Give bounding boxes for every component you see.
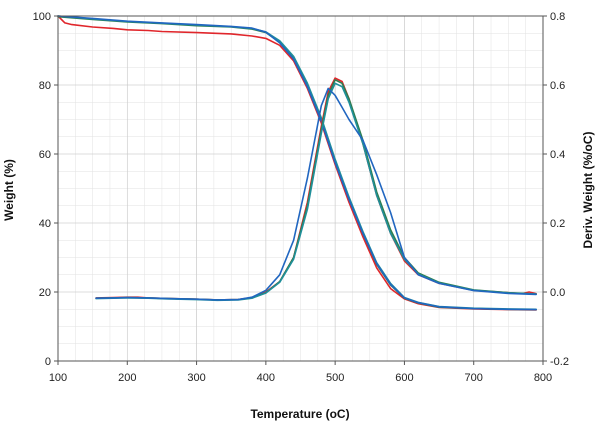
- x-tick-label: 500: [326, 372, 344, 384]
- right-tick-label: 0.8: [550, 11, 565, 23]
- weight-curve-4: [57, 15, 537, 311]
- weight-curve-2: [57, 15, 537, 311]
- right-tick-label: 0.0: [550, 287, 565, 299]
- x-tick-label: 800: [534, 372, 552, 384]
- x-tick-label: 200: [118, 372, 136, 384]
- right-tick-label: 0.6: [550, 80, 565, 92]
- left-tick-label: 0: [45, 356, 51, 368]
- x-axis-ticks: 100 200 300 400 500 600 700 800: [49, 361, 552, 384]
- x-tick-label: 100: [49, 372, 67, 384]
- weight-curve-1: [57, 15, 537, 311]
- right-axis-title: Deriv. Weight (%/oC): [581, 132, 595, 249]
- right-tick-label: 0.4: [550, 149, 565, 161]
- x-tick-label: 400: [257, 372, 275, 384]
- x-tick-label: 600: [395, 372, 413, 384]
- left-axis-title: Weight (%): [2, 159, 16, 221]
- left-tick-label: 60: [39, 149, 51, 161]
- left-tick-label: 100: [33, 11, 51, 23]
- plot-frame: [57, 15, 544, 362]
- weight-curve-3: [57, 15, 537, 311]
- derivative-curve-4: [95, 87, 537, 301]
- x-tick-label: 700: [465, 372, 483, 384]
- x-tick-label: 300: [187, 372, 205, 384]
- right-axis-ticks: -0.2 0.0 0.2 0.4 0.6 0.8: [543, 11, 569, 368]
- right-tick-label: -0.2: [550, 356, 569, 368]
- left-tick-label: 40: [39, 218, 51, 230]
- x-axis-title: Temperature (oC): [250, 407, 349, 421]
- left-tick-label: 80: [39, 80, 51, 92]
- right-tick-label: 0.2: [550, 218, 565, 230]
- left-axis-ticks: 0 20 40 60 80 100: [33, 11, 58, 368]
- series-lines: [57, 15, 537, 311]
- left-tick-label: 20: [39, 287, 51, 299]
